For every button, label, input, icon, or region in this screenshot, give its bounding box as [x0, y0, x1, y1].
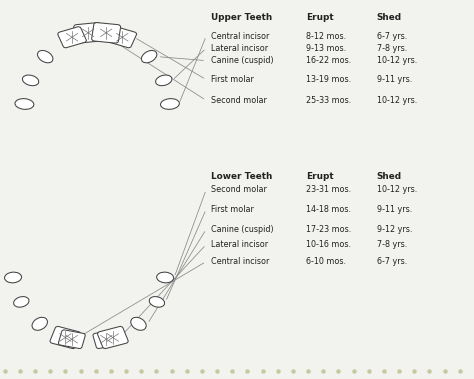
Ellipse shape — [161, 99, 179, 110]
Text: 7-8 yrs.: 7-8 yrs. — [377, 44, 407, 53]
Text: 13-19 mos.: 13-19 mos. — [306, 75, 351, 84]
Text: First molar: First molar — [211, 75, 254, 84]
FancyBboxPatch shape — [91, 23, 120, 43]
FancyBboxPatch shape — [98, 326, 128, 349]
Text: Second molar: Second molar — [211, 185, 267, 194]
Text: Lower Teeth: Lower Teeth — [211, 172, 272, 181]
Text: Second molar: Second molar — [211, 96, 267, 105]
Text: Lateral incisor: Lateral incisor — [211, 240, 268, 249]
Text: 10-12 yrs.: 10-12 yrs. — [377, 185, 417, 194]
FancyBboxPatch shape — [108, 27, 137, 48]
FancyBboxPatch shape — [74, 23, 103, 43]
Ellipse shape — [155, 75, 172, 86]
Text: Central incisor: Central incisor — [211, 31, 269, 41]
Text: 16-22 mos.: 16-22 mos. — [306, 56, 351, 65]
Text: Upper Teeth: Upper Teeth — [211, 13, 272, 22]
Text: 9-12 yrs.: 9-12 yrs. — [377, 225, 412, 234]
Ellipse shape — [37, 50, 53, 63]
Text: 9-11 yrs.: 9-11 yrs. — [377, 75, 412, 84]
Ellipse shape — [5, 272, 22, 283]
FancyBboxPatch shape — [93, 330, 120, 349]
Ellipse shape — [14, 297, 29, 307]
Text: First molar: First molar — [211, 205, 254, 214]
Text: 7-8 yrs.: 7-8 yrs. — [377, 240, 407, 249]
Ellipse shape — [22, 75, 39, 86]
Text: 6-10 mos.: 6-10 mos. — [306, 257, 346, 266]
Text: Central incisor: Central incisor — [211, 257, 269, 266]
Ellipse shape — [131, 317, 146, 330]
Text: Lateral incisor: Lateral incisor — [211, 44, 268, 53]
Text: Shed: Shed — [377, 13, 402, 22]
Text: 8-12 mos.: 8-12 mos. — [306, 31, 346, 41]
FancyBboxPatch shape — [50, 326, 81, 349]
Text: 9-13 mos.: 9-13 mos. — [306, 44, 346, 53]
Text: Canine (cuspid): Canine (cuspid) — [211, 56, 273, 65]
Ellipse shape — [156, 272, 173, 283]
FancyBboxPatch shape — [58, 330, 85, 349]
Text: Erupt: Erupt — [306, 13, 333, 22]
Text: Canine (cuspid): Canine (cuspid) — [211, 225, 273, 234]
FancyBboxPatch shape — [58, 27, 86, 48]
Ellipse shape — [141, 50, 157, 63]
Text: 10-12 yrs.: 10-12 yrs. — [377, 96, 417, 105]
Ellipse shape — [149, 297, 164, 307]
Text: 10-12 yrs.: 10-12 yrs. — [377, 56, 417, 65]
Text: 14-18 mos.: 14-18 mos. — [306, 205, 351, 214]
Ellipse shape — [15, 99, 34, 110]
Text: 25-33 mos.: 25-33 mos. — [306, 96, 351, 105]
Text: 10-16 mos.: 10-16 mos. — [306, 240, 351, 249]
Text: 6-7 yrs.: 6-7 yrs. — [377, 31, 407, 41]
Text: 6-7 yrs.: 6-7 yrs. — [377, 257, 407, 266]
Text: 9-11 yrs.: 9-11 yrs. — [377, 205, 412, 214]
Ellipse shape — [32, 317, 47, 330]
Text: 17-23 mos.: 17-23 mos. — [306, 225, 351, 234]
Text: Erupt: Erupt — [306, 172, 333, 181]
Text: 23-31 mos.: 23-31 mos. — [306, 185, 351, 194]
Text: Shed: Shed — [377, 172, 402, 181]
